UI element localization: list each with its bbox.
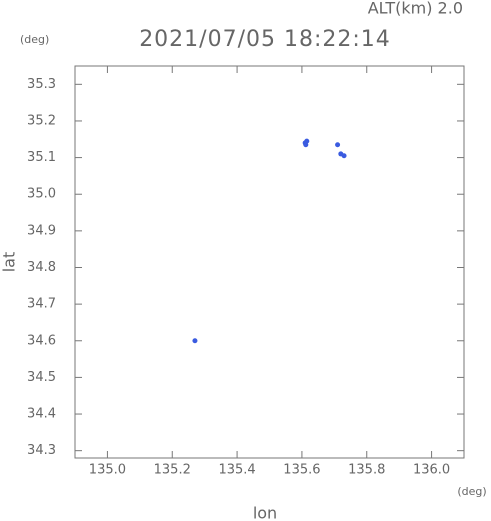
x-tick-label: 135.4 <box>218 463 255 478</box>
point <box>335 142 341 148</box>
y-tick-label: 34.9 <box>27 223 56 238</box>
annotation: ALT(km) 2.0 <box>368 0 463 18</box>
point <box>192 338 198 344</box>
y-tick-label: 34.6 <box>27 333 56 348</box>
y-unit: (deg) <box>20 33 49 46</box>
y-tick-label: 34.3 <box>27 443 56 458</box>
x-tick-label: 136.0 <box>413 463 450 478</box>
x-unit: (deg) <box>457 485 486 498</box>
y-tick-label: 35.2 <box>27 113 56 128</box>
y-tick-label: 34.5 <box>27 370 56 385</box>
point <box>303 142 309 148</box>
x-tick-label: 135.2 <box>154 463 191 478</box>
y-tick-label: 35.0 <box>27 187 56 202</box>
x-axis-title: lon <box>253 504 277 521</box>
plot-frame <box>74 65 465 459</box>
y-tick-label: 34.7 <box>27 297 56 312</box>
y-tick-label: 34.8 <box>27 260 56 275</box>
point <box>341 153 347 159</box>
x-tick-label: 135.6 <box>283 463 320 478</box>
y-axis-title: lat <box>0 252 19 273</box>
y-tick-label: 35.1 <box>27 150 56 165</box>
x-tick-label: 135.8 <box>348 463 385 478</box>
chart-title: 2021/07/05 18:22:14 <box>139 27 391 52</box>
y-tick-label: 34.4 <box>27 407 56 422</box>
y-tick-label: 35.3 <box>27 77 56 92</box>
x-tick-label: 135.0 <box>89 463 126 478</box>
